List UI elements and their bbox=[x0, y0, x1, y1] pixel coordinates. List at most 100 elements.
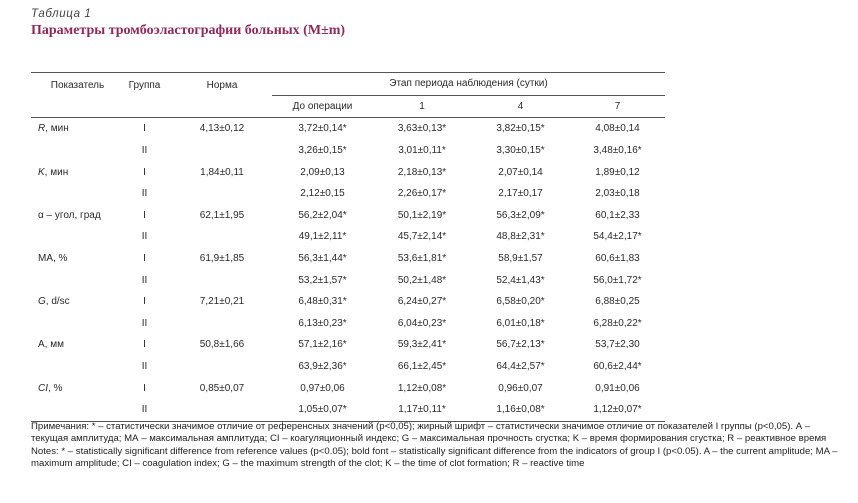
value-cell: 66,1±2,45* bbox=[397, 361, 447, 373]
value-cell: 0,91±0,06 bbox=[595, 382, 640, 394]
value-cell: 1,17±0,11* bbox=[373, 398, 471, 422]
param-cell: МА, % bbox=[38, 253, 68, 265]
data-table: Показатель Группа Норма Этап периода наб… bbox=[31, 71, 665, 422]
value-cell: 53,7±2,30 bbox=[595, 339, 640, 351]
group-cell: I bbox=[143, 253, 146, 265]
value-cell: 0,96±0,07 bbox=[498, 382, 543, 394]
header-stage-day7: 7 bbox=[570, 95, 665, 119]
group-cell: I bbox=[143, 296, 146, 308]
param-cell bbox=[31, 356, 117, 378]
value-cell: 2,12±0,15 bbox=[300, 188, 345, 200]
param-cell: G, d/sc bbox=[38, 296, 70, 308]
value-cell: 57,1±2,16* bbox=[298, 339, 347, 351]
group-cell: I bbox=[143, 166, 146, 178]
table-row: II 6,13±0,23* 6,04±0,23* 6,01±0,18* 6,28±0,2… bbox=[31, 313, 665, 335]
group-cell: II bbox=[141, 188, 148, 200]
table-row: α – угол, град I 62,1±1,95 56,2±2,04* 50,1±2… bbox=[31, 205, 665, 227]
value-cell: 2,09±0,13 bbox=[300, 166, 345, 178]
notes-en: Notes: * – statistically significant dif… bbox=[31, 445, 838, 470]
header-group: Группа bbox=[117, 71, 172, 119]
value-cell: 1,12±0,08* bbox=[397, 382, 447, 394]
param-cell: CI, % bbox=[38, 382, 63, 394]
notes-ru: Примечания: * – статистически значимое о… bbox=[31, 421, 827, 445]
value-cell: 50,1±2,19* bbox=[397, 209, 447, 221]
header-stage-day4: 4 bbox=[471, 95, 570, 119]
table-row: II 3,26±0,15* 3,01±0,11* 3,30±0,15* 3,48±0,1… bbox=[31, 140, 665, 162]
group-cell: II bbox=[117, 398, 172, 422]
header-stage-day1: 1 bbox=[373, 95, 471, 119]
value-cell: 53,6±1,81* bbox=[397, 253, 447, 265]
value-cell: 56,3±2,09* bbox=[496, 209, 545, 221]
value-cell: 58,9±1,57 bbox=[498, 253, 543, 265]
value-cell: 6,24±0,27* bbox=[397, 296, 447, 308]
table-row: II 2,12±0,15 2,26±0,17* 2,17±0,17 2,03±0,18 bbox=[31, 183, 665, 205]
value-cell: 3,72±0,14* bbox=[272, 117, 373, 140]
norm-cell bbox=[172, 398, 272, 422]
table-row: А, мм I 50,8±1,66 57,1±2,16* 59,3±2,41* 56,7±… bbox=[31, 334, 665, 356]
norm-cell: 0,85±0,07 bbox=[199, 382, 245, 394]
value-cell: 2,17±0,17 bbox=[498, 188, 543, 200]
table-row: G, d/sc I 7,21±0,21 6,48±0,31* 6,24±0,27* 6,5… bbox=[31, 291, 665, 313]
norm-cell bbox=[172, 356, 272, 378]
value-cell: 49,1±2,11* bbox=[298, 231, 347, 243]
table-row: II 53,2±1,57* 50,2±1,48* 52,4±1,43* 56,0±1,7… bbox=[31, 269, 665, 291]
table-title: Параметры тромбоэластографии больных (M±… bbox=[31, 23, 346, 38]
group-cell: I bbox=[143, 209, 146, 221]
value-cell: 56,0±1,72* bbox=[593, 274, 642, 286]
param-cell bbox=[31, 140, 117, 162]
header-stage-row: До операции 1 4 7 bbox=[31, 95, 665, 119]
value-cell: 3,01±0,11* bbox=[398, 145, 446, 157]
value-cell: 1,05±0,07* bbox=[272, 398, 373, 422]
value-cell: 6,28±0,22* bbox=[593, 317, 642, 329]
value-cell: 56,2±2,04* bbox=[298, 209, 347, 221]
value-cell: 3,26±0,15* bbox=[298, 145, 347, 157]
value-cell: 2,03±0,18 bbox=[595, 188, 640, 200]
value-cell: 53,2±1,57* bbox=[298, 274, 347, 286]
group-cell: I bbox=[143, 382, 146, 394]
value-cell: 50,2±1,48* bbox=[397, 274, 447, 286]
norm-cell: 50,8±1,66 bbox=[199, 339, 245, 351]
header-stage: Этап периода наблюдения (сутки) bbox=[272, 72, 665, 96]
value-cell: 59,3±2,41* bbox=[397, 339, 447, 351]
value-cell: 56,3±1,44* bbox=[298, 253, 347, 265]
group-cell: I bbox=[117, 117, 172, 140]
param-cell: α – угол, град bbox=[38, 209, 101, 221]
group-cell: II bbox=[141, 231, 148, 243]
param-cell bbox=[31, 398, 117, 422]
table-row: II 63,9±2,36* 66,1±2,45* 64,4±2,57* 60,6±2,4… bbox=[31, 356, 665, 378]
value-cell: 0,97±0,06 bbox=[300, 382, 345, 394]
value-cell: 6,58±0,20* bbox=[496, 296, 545, 308]
header-param: Показатель bbox=[31, 71, 117, 119]
norm-cell: 62,1±1,95 bbox=[199, 209, 245, 221]
value-cell: 1,16±0,08* bbox=[471, 398, 570, 422]
table-label: Таблица 1 bbox=[31, 8, 92, 20]
value-cell: 6,01±0,18* bbox=[496, 317, 545, 329]
norm-cell bbox=[172, 313, 272, 335]
group-cell: II bbox=[141, 361, 148, 373]
value-cell: 6,48±0,31* bbox=[298, 296, 347, 308]
param-cell bbox=[31, 313, 117, 335]
value-cell: 3,48±0,16* bbox=[593, 145, 642, 157]
value-cell: 63,9±2,36* bbox=[298, 361, 347, 373]
value-cell: 1,12±0,07* bbox=[570, 398, 665, 422]
value-cell: 56,7±2,13* bbox=[496, 339, 545, 351]
value-cell: 4,08±0,14 bbox=[570, 117, 665, 140]
norm-cell bbox=[172, 183, 272, 205]
group-cell: II bbox=[141, 145, 148, 157]
value-cell: 64,4±2,57* bbox=[496, 361, 545, 373]
header-norm: Норма bbox=[172, 71, 272, 119]
norm-cell: 61,9±1,85 bbox=[199, 253, 245, 265]
value-cell: 2,26±0,17* bbox=[397, 188, 447, 200]
value-cell: 52,4±1,43* bbox=[496, 274, 545, 286]
param-cell bbox=[31, 269, 117, 291]
param-cell: А, мм bbox=[38, 339, 64, 351]
header-stage-preop: До операции bbox=[272, 95, 373, 119]
table-row: R, мин I 4,13±0,12 3,72±0,14* 3,63±0,13* 3,82… bbox=[31, 117, 665, 140]
header-row: Показатель Группа Норма Этап периода наб… bbox=[31, 71, 665, 119]
norm-cell bbox=[172, 140, 272, 162]
norm-cell: 7,21±0,21 bbox=[199, 296, 245, 308]
value-cell: 6,04±0,23* bbox=[397, 317, 447, 329]
table-notes: Примечания: * – статистически значимое о… bbox=[31, 421, 843, 471]
value-cell: 60,1±2,33 bbox=[595, 209, 640, 221]
table-row: МА, % I 61,9±1,85 56,3±1,44* 53,6±1,81* 58,9±… bbox=[31, 248, 665, 270]
